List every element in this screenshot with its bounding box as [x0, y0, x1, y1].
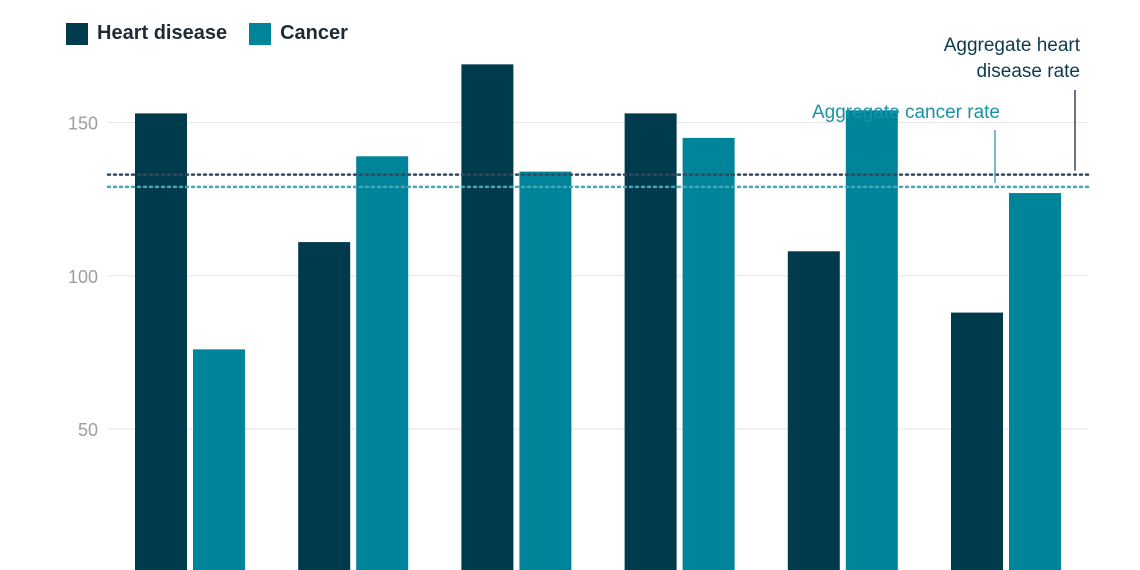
heart-disease-bar-5: [787, 251, 840, 570]
legend-item-heart-disease[interactable]: Heart disease: [66, 22, 227, 45]
y-tick-label-150: 150: [68, 114, 98, 134]
cancer-bar-2: [356, 156, 409, 570]
heart-annotation-line-1: Aggregate heart: [944, 35, 1081, 56]
legend-label-cancer: Cancer: [280, 22, 348, 44]
heart-disease-bar-4: [624, 113, 677, 570]
cancer-bar-6: [1009, 193, 1061, 570]
cancer-bar-5: [845, 110, 898, 570]
y-tick-label-100: 100: [68, 267, 98, 287]
cancer-bar-1: [193, 349, 245, 570]
cancer-bar-3: [519, 171, 572, 570]
legend: Heart disease Cancer: [66, 22, 370, 45]
y-tick-label-50: 50: [78, 420, 98, 440]
heart-annotation-line-2: disease rate: [976, 61, 1080, 82]
legend-item-cancer[interactable]: Cancer: [249, 22, 348, 45]
heart-disease-bar-6: [951, 312, 1003, 570]
legend-label-heart-disease: Heart disease: [97, 22, 228, 44]
legend-swatch-heart-disease: [66, 22, 88, 45]
heart-disease-bar-1: [135, 113, 187, 570]
heart-disease-bar-2: [298, 242, 351, 570]
cancer-bar-4: [682, 137, 735, 570]
cancer-annotation-label: Aggregate cancer rate: [812, 102, 1000, 123]
heart-disease-bar-3: [461, 64, 514, 570]
legend-swatch-cancer: [249, 22, 272, 45]
